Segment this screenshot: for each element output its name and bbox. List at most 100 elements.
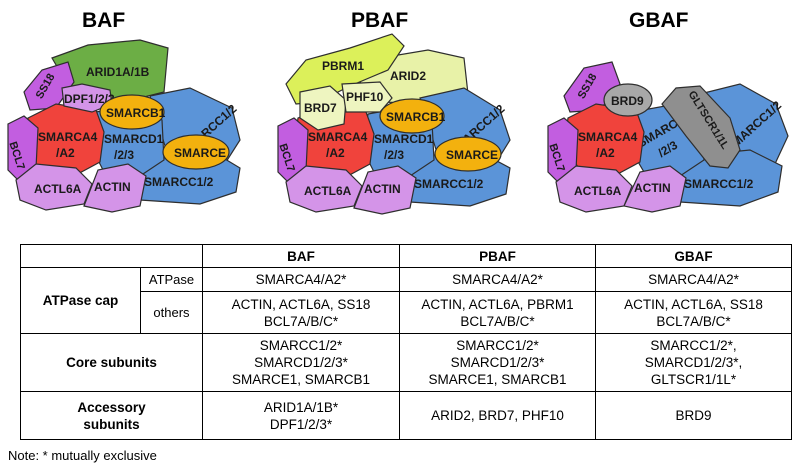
- cell-gbaf-accessory: BRD9: [595, 391, 792, 440]
- gbaf-actin-shape: [623, 165, 687, 213]
- pbaf-smarcd1-label-1: SMARCD1: [374, 132, 434, 146]
- cell-line: SMARCA4/A2*: [255, 272, 347, 287]
- pbaf-complex: PBAF ARID2 PBRM1 SMARCC1/2 SMARCC1/2 SMA…: [276, 9, 511, 215]
- cell-line: BCL7A/B/C*: [460, 313, 535, 329]
- row-group-core: Core subunits: [20, 333, 203, 392]
- cell-baf-atpase: SMARCA4/A2*: [202, 267, 400, 292]
- baf-smarce-label: SMARCE: [174, 146, 226, 160]
- gbaf-smarca4-label-2: /A2: [596, 146, 615, 160]
- cell-line: DPF1/2/3*: [269, 416, 333, 432]
- table-header-row: BAF PBAF GBAF: [20, 244, 792, 268]
- row-sub-atpase: ATPase: [140, 267, 203, 292]
- baf-smarcb1-shape: [99, 94, 165, 130]
- pbaf-arid2-label: ARID2: [390, 69, 426, 83]
- gbaf-actin-label: ACTIN: [634, 181, 671, 195]
- cell-gbaf-atpase: SMARCA4/A2*: [595, 267, 792, 292]
- cell-line: SMARCE1, SMARCB1: [231, 372, 371, 387]
- baf-actl6a-label: ACTL6A: [34, 182, 82, 196]
- cell-line: GLTSCR1/1L*: [650, 372, 737, 387]
- gbaf-actl6a-label: ACTL6A: [574, 184, 622, 198]
- gbaf-actl6a-shape: [555, 165, 633, 213]
- header-baf: BAF: [202, 244, 400, 268]
- cell-pbaf-others: ACTIN, ACTL6A, PBRM1 BCL7A/B/C*: [399, 291, 596, 334]
- cell-line: BCL7A/B/C*: [263, 313, 339, 329]
- baf-actin-label: ACTIN: [94, 180, 131, 194]
- table-row: Core subunits SMARCC1/2* SMARCD1/2/3* SM…: [20, 333, 792, 392]
- table-row: ATPase cap ATPase SMARCA4/A2* SMARCA4/A2…: [20, 267, 792, 334]
- cell-line: ARID1A/1B*: [263, 399, 339, 415]
- row-group-accessory: Accessory subunits: [20, 391, 203, 440]
- baf-complex: BAF ARID1A/1B SS18 SMARCC1/2 SMARCC1/2 S…: [6, 9, 241, 213]
- pbaf-smarca4-label-1: SMARCA4: [308, 130, 368, 144]
- pbaf-smarce-shape: [434, 136, 502, 172]
- gbaf-smarca4-label-1: SMARCA4: [578, 130, 638, 144]
- cell-line: SMARCD1/2/3*,: [644, 355, 743, 370]
- cell-pbaf-atpase: SMARCA4/A2*: [399, 267, 596, 292]
- cell-line: BCL7A/B/C*: [656, 313, 731, 329]
- baf-smarcc-bottom-label: SMARCC1/2: [144, 175, 214, 189]
- pbaf-actin-shape: [353, 165, 417, 215]
- gbaf-title: GBAF: [629, 9, 689, 32]
- pbaf-actl6a-label: ACTL6A: [304, 184, 352, 198]
- cell-line: ACTIN, ACTL6A, PBRM1: [421, 296, 574, 312]
- pbaf-actl6a-shape: [285, 165, 363, 213]
- pbaf-smarcb1-label: SMARCB1: [386, 110, 446, 124]
- cell-line: subunits: [83, 416, 140, 432]
- cell-line: SMARCC1/2*,: [650, 338, 737, 353]
- gbaf-smarcc-bottom-label: SMARCC1/2: [684, 177, 754, 191]
- baf-smarcb1-label: SMARCB1: [106, 106, 166, 120]
- pbaf-actin-label: ACTIN: [364, 182, 401, 196]
- baf-arid-label: ARID1A/1B: [86, 65, 150, 79]
- footnote: Note: * mutually exclusive: [8, 448, 157, 463]
- cell-line: SMARCA4/A2*: [452, 272, 543, 287]
- baf-smarcd1-label-1: SMARCD1: [104, 132, 164, 146]
- row-group-atpase-cap: ATPase cap: [20, 267, 141, 334]
- cell-line: SMARCD1/2/3*: [450, 355, 545, 370]
- baf-smarcd1-label-2: /2/3: [114, 148, 134, 162]
- cell-baf-core: SMARCC1/2* SMARCD1/2/3* SMARCE1, SMARCB1: [202, 333, 400, 392]
- gbaf-brd9-label: BRD9: [611, 94, 644, 108]
- baf-title: BAF: [82, 9, 125, 32]
- pbaf-phf10-shape: [341, 81, 393, 113]
- pbaf-smarcb1-shape: [379, 98, 445, 134]
- baf-smarca4-label-1: SMARCA4: [38, 130, 98, 144]
- cell-gbaf-others: ACTIN, ACTL6A, SS18 BCL7A/B/C*: [595, 291, 792, 334]
- cell-baf-others: ACTIN, ACTL6A, SS18 BCL7A/B/C*: [202, 291, 400, 334]
- gbaf-gltscr1-shape: [661, 85, 741, 169]
- pbaf-title: PBAF: [351, 9, 408, 32]
- pbaf-smarce-label: SMARCE: [446, 148, 498, 162]
- table-row: others ACTIN, ACTL6A, SS18 BCL7A/B/C* AC…: [21, 291, 792, 334]
- baf-ss18-shape: [23, 61, 75, 111]
- pbaf-smarcc-bottom-label: SMARCC1/2: [414, 177, 484, 191]
- cell-line: BRD9: [675, 408, 712, 423]
- cell-line: ARID2, BRD7, PHF10: [431, 408, 564, 423]
- pbaf-smarca4-label-2: /A2: [326, 146, 345, 160]
- header-pbaf: PBAF: [399, 244, 596, 268]
- pbaf-smarcd1-label-2: /2/3: [384, 148, 404, 162]
- header-corner: [20, 244, 203, 268]
- baf-smarce-shape: [162, 134, 230, 170]
- baf-smarca4-label-2: /A2: [56, 146, 75, 160]
- subunit-table: BAF PBAF GBAF ATPase cap ATPase SMARCA4/…: [20, 244, 792, 440]
- baf-actin-shape: [83, 163, 147, 213]
- pbaf-brd7-label: BRD7: [304, 101, 337, 115]
- cell-line: SMARCC1/2*: [456, 338, 539, 353]
- row-sub-others: others: [140, 291, 203, 334]
- cell-line: SMARCD1/2/3*: [254, 355, 348, 370]
- cell-line: ACTIN, ACTL6A, SS18: [624, 296, 763, 312]
- cell-pbaf-accessory: ARID2, BRD7, PHF10: [399, 391, 596, 440]
- cell-line: SMARCA4/A2*: [648, 272, 739, 287]
- cell-line: SMARCE1, SMARCB1: [428, 372, 567, 387]
- cell-line: Accessory: [77, 399, 146, 415]
- gbaf-complex: GBAF SS18 SMARCC1/2 SMARCC1/2 SMARCD1 /2…: [546, 9, 789, 213]
- table-row: Accessory subunits ARID1A/1B* DPF1/2/3* …: [20, 391, 792, 440]
- pbaf-pbrm1-label: PBRM1: [322, 59, 364, 73]
- pbaf-phf10-label: PHF10: [346, 90, 384, 104]
- cell-pbaf-core: SMARCC1/2* SMARCD1/2/3* SMARCE1, SMARCB1: [399, 333, 596, 392]
- baf-actl6a-shape: [15, 163, 93, 211]
- gbaf-brd9-shape: [603, 83, 653, 117]
- cell-baf-accessory: ARID1A/1B* DPF1/2/3*: [202, 391, 400, 440]
- cell-line: ACTIN, ACTL6A, SS18: [231, 296, 371, 312]
- baf-dpf-label: DPF1/2/3: [64, 92, 115, 106]
- complex-diagrams: BAF ARID1A/1B SS18 SMARCC1/2 SMARCC1/2 S…: [6, 9, 789, 215]
